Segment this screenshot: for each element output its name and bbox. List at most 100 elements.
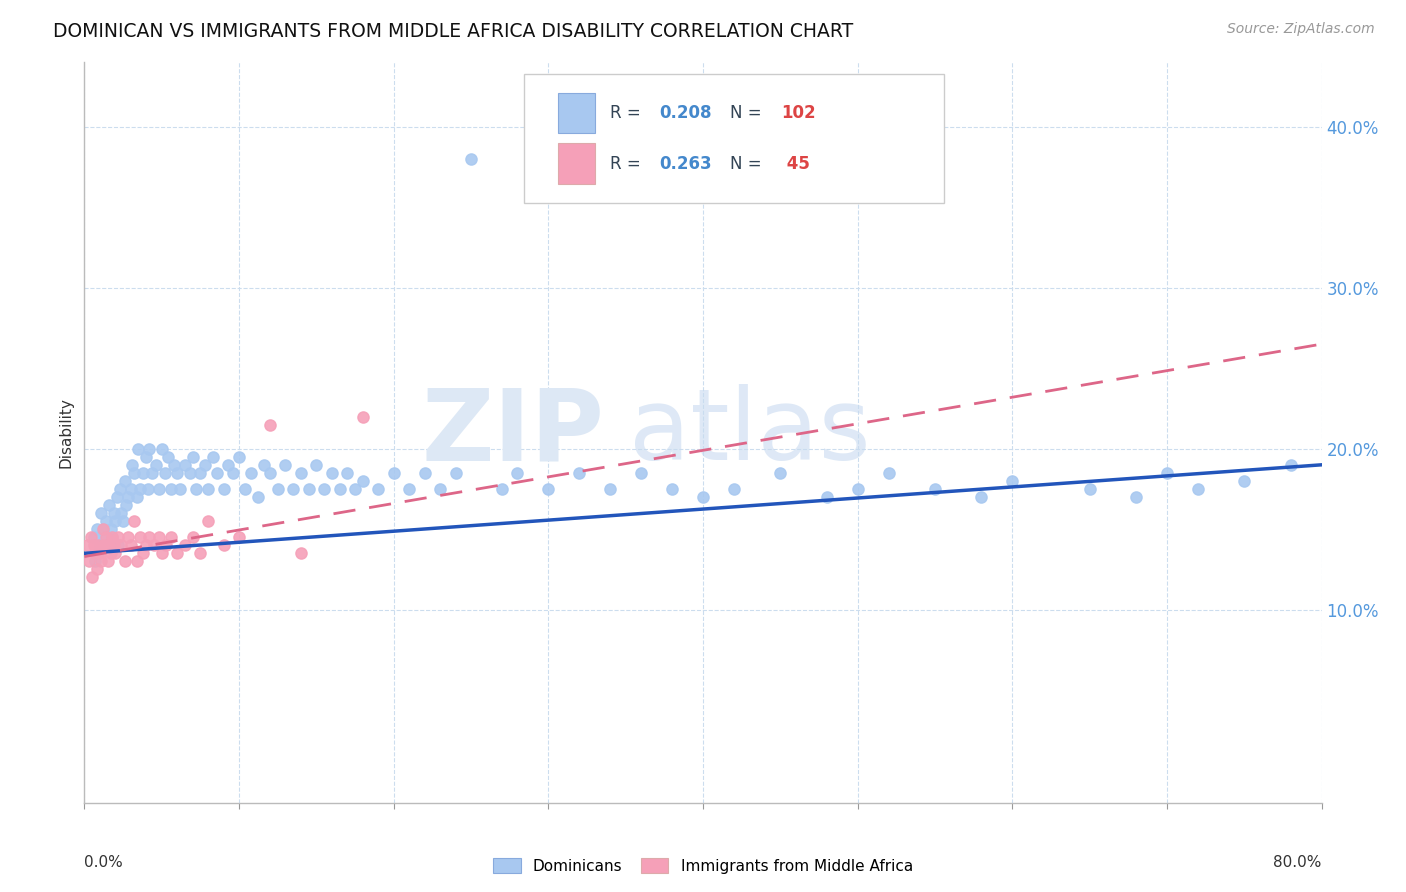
Text: R =: R = bbox=[610, 104, 647, 122]
Point bbox=[630, 466, 652, 480]
Legend: Dominicans, Immigrants from Middle Africa: Dominicans, Immigrants from Middle Afric… bbox=[486, 852, 920, 880]
Point bbox=[79, 530, 101, 544]
Point bbox=[217, 458, 239, 472]
Point bbox=[77, 554, 100, 568]
Point bbox=[114, 554, 136, 568]
Point bbox=[382, 466, 405, 480]
Point bbox=[924, 482, 946, 496]
Text: 0.263: 0.263 bbox=[659, 154, 713, 172]
Point bbox=[135, 450, 157, 464]
Point bbox=[970, 490, 993, 504]
Point bbox=[82, 570, 104, 584]
Text: Source: ZipAtlas.com: Source: ZipAtlas.com bbox=[1227, 22, 1375, 37]
Point bbox=[129, 530, 152, 544]
Point bbox=[121, 458, 143, 472]
Point bbox=[145, 458, 167, 472]
Point bbox=[661, 482, 683, 496]
Point bbox=[150, 442, 173, 456]
Point bbox=[84, 554, 107, 568]
Point bbox=[259, 466, 281, 480]
Point bbox=[723, 482, 745, 496]
Point bbox=[91, 522, 114, 536]
Point bbox=[846, 482, 869, 496]
Point bbox=[1125, 490, 1147, 504]
Point bbox=[86, 562, 108, 576]
Point bbox=[114, 474, 136, 488]
Point bbox=[222, 466, 245, 480]
Point bbox=[181, 450, 204, 464]
Point bbox=[274, 458, 297, 472]
Point bbox=[259, 417, 281, 432]
Point bbox=[212, 538, 235, 552]
Point bbox=[1078, 482, 1101, 496]
Point bbox=[267, 482, 290, 496]
Point bbox=[321, 466, 343, 480]
Y-axis label: Disability: Disability bbox=[58, 397, 73, 468]
Point bbox=[253, 458, 276, 472]
Text: 45: 45 bbox=[780, 154, 810, 172]
Point bbox=[117, 490, 139, 504]
Point bbox=[336, 466, 359, 480]
Text: 0.0%: 0.0% bbox=[84, 855, 124, 870]
Point bbox=[91, 522, 114, 536]
Point bbox=[104, 514, 127, 528]
Point bbox=[352, 409, 374, 424]
Point bbox=[120, 482, 142, 496]
Point bbox=[212, 482, 235, 496]
Point bbox=[305, 458, 328, 472]
Point bbox=[352, 474, 374, 488]
Text: 0.208: 0.208 bbox=[659, 104, 713, 122]
Point bbox=[290, 546, 312, 560]
Point bbox=[108, 482, 131, 496]
Text: DOMINICAN VS IMMIGRANTS FROM MIDDLE AFRICA DISABILITY CORRELATION CHART: DOMINICAN VS IMMIGRANTS FROM MIDDLE AFRI… bbox=[53, 22, 853, 41]
Point bbox=[188, 546, 211, 560]
Point bbox=[312, 482, 335, 496]
Point bbox=[143, 538, 166, 552]
Point bbox=[240, 466, 263, 480]
Point bbox=[174, 458, 197, 472]
Point bbox=[246, 490, 269, 504]
Point bbox=[117, 530, 139, 544]
Point bbox=[103, 506, 125, 520]
Point bbox=[343, 482, 366, 496]
Point bbox=[90, 506, 112, 520]
Point bbox=[83, 530, 105, 544]
Point bbox=[87, 538, 110, 552]
Point bbox=[1001, 474, 1024, 488]
Point bbox=[136, 482, 159, 496]
Point bbox=[188, 466, 211, 480]
Point bbox=[460, 152, 482, 166]
Text: ZIP: ZIP bbox=[422, 384, 605, 481]
Text: N =: N = bbox=[730, 154, 768, 172]
Point bbox=[233, 482, 256, 496]
Point bbox=[87, 546, 110, 560]
Point bbox=[138, 530, 160, 544]
Point bbox=[105, 490, 128, 504]
Point bbox=[194, 458, 217, 472]
Point bbox=[148, 530, 170, 544]
Point bbox=[127, 442, 149, 456]
FancyBboxPatch shape bbox=[558, 93, 595, 134]
Point bbox=[135, 538, 157, 552]
Point bbox=[89, 546, 111, 560]
Point bbox=[877, 466, 900, 480]
Point bbox=[84, 546, 107, 560]
Point bbox=[174, 538, 197, 552]
Point bbox=[228, 450, 250, 464]
Point bbox=[398, 482, 420, 496]
Point bbox=[429, 482, 451, 496]
Point bbox=[599, 482, 621, 496]
Point bbox=[89, 538, 111, 552]
Point bbox=[179, 466, 201, 480]
Point bbox=[1279, 458, 1302, 472]
Point bbox=[1233, 474, 1256, 488]
Point bbox=[156, 450, 179, 464]
Text: N =: N = bbox=[730, 104, 768, 122]
Point bbox=[90, 554, 112, 568]
Point bbox=[115, 498, 138, 512]
Point bbox=[160, 482, 183, 496]
Point bbox=[112, 514, 135, 528]
Point bbox=[93, 530, 115, 544]
Point bbox=[94, 530, 117, 544]
Text: R =: R = bbox=[610, 154, 647, 172]
